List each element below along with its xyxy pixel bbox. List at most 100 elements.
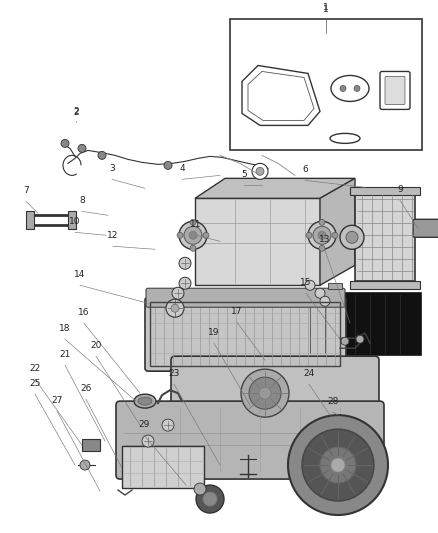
Polygon shape: [195, 179, 355, 198]
Circle shape: [305, 280, 315, 290]
Text: 18: 18: [59, 324, 71, 333]
Polygon shape: [248, 71, 314, 120]
Circle shape: [172, 287, 184, 299]
Text: 10: 10: [69, 217, 81, 227]
Text: 22: 22: [29, 364, 41, 373]
Circle shape: [98, 151, 106, 159]
Bar: [122, 446, 204, 488]
Circle shape: [61, 140, 69, 148]
Circle shape: [256, 167, 264, 175]
Circle shape: [241, 369, 289, 417]
FancyBboxPatch shape: [171, 356, 379, 429]
Circle shape: [166, 299, 184, 317]
Text: 24: 24: [304, 369, 314, 378]
Text: 5: 5: [241, 171, 247, 179]
Text: 16: 16: [78, 308, 90, 317]
Circle shape: [249, 377, 281, 409]
Circle shape: [203, 232, 209, 238]
Bar: [82, 439, 100, 451]
Circle shape: [190, 245, 196, 251]
Circle shape: [331, 458, 345, 472]
Text: 25: 25: [29, 379, 41, 388]
Circle shape: [203, 492, 217, 506]
Text: 6: 6: [302, 165, 308, 174]
Circle shape: [332, 232, 338, 238]
Bar: [68, 211, 76, 229]
Circle shape: [319, 219, 325, 225]
Polygon shape: [355, 193, 415, 281]
Bar: [303, 293, 421, 355]
Circle shape: [320, 447, 356, 483]
Text: 7: 7: [23, 187, 29, 195]
Text: 13: 13: [319, 235, 331, 244]
Text: 11: 11: [190, 220, 202, 229]
Text: 27: 27: [51, 396, 63, 405]
Circle shape: [320, 296, 330, 306]
FancyBboxPatch shape: [146, 288, 345, 307]
Circle shape: [356, 335, 364, 343]
Circle shape: [78, 144, 86, 152]
FancyBboxPatch shape: [145, 297, 346, 371]
Text: 19: 19: [208, 328, 220, 337]
FancyBboxPatch shape: [380, 71, 410, 109]
Circle shape: [252, 164, 268, 179]
Text: 2: 2: [73, 108, 79, 116]
Text: 23: 23: [168, 369, 180, 378]
Circle shape: [340, 225, 364, 249]
Circle shape: [189, 231, 197, 239]
Circle shape: [288, 415, 388, 515]
Circle shape: [313, 227, 331, 244]
Circle shape: [80, 460, 90, 470]
Circle shape: [190, 219, 196, 225]
Bar: [26, 211, 34, 229]
Text: 20: 20: [90, 341, 102, 350]
Text: 17: 17: [231, 307, 243, 316]
Bar: [150, 302, 340, 366]
Ellipse shape: [330, 133, 360, 143]
Ellipse shape: [134, 394, 156, 408]
Circle shape: [341, 337, 349, 345]
Circle shape: [315, 288, 325, 298]
Text: 26: 26: [80, 384, 92, 393]
Circle shape: [164, 161, 172, 169]
Circle shape: [162, 419, 174, 431]
Circle shape: [194, 483, 206, 495]
Text: 29: 29: [138, 420, 150, 429]
Text: 4: 4: [179, 164, 185, 173]
Circle shape: [142, 435, 154, 447]
Circle shape: [259, 387, 271, 399]
Circle shape: [306, 232, 312, 238]
Text: 1: 1: [323, 4, 329, 13]
FancyBboxPatch shape: [385, 76, 405, 104]
Circle shape: [179, 277, 191, 289]
Circle shape: [184, 227, 202, 244]
Text: 1: 1: [323, 3, 329, 12]
FancyBboxPatch shape: [116, 401, 384, 479]
Circle shape: [340, 85, 346, 92]
Text: 3: 3: [109, 164, 115, 173]
FancyBboxPatch shape: [413, 219, 438, 237]
Circle shape: [177, 232, 183, 238]
Circle shape: [179, 257, 191, 269]
Ellipse shape: [138, 397, 152, 405]
Polygon shape: [320, 179, 355, 285]
Circle shape: [302, 429, 374, 501]
Bar: [350, 187, 420, 195]
Polygon shape: [195, 198, 320, 285]
Circle shape: [308, 221, 336, 249]
Circle shape: [318, 231, 326, 239]
Text: 15: 15: [300, 278, 312, 287]
Circle shape: [171, 304, 179, 312]
Text: 14: 14: [74, 270, 86, 279]
Text: 21: 21: [59, 350, 71, 359]
Text: 12: 12: [107, 231, 119, 240]
Text: 8: 8: [79, 196, 85, 205]
Bar: [350, 281, 420, 289]
Circle shape: [319, 245, 325, 251]
Text: 2: 2: [74, 108, 79, 117]
Text: 9: 9: [397, 185, 403, 195]
Circle shape: [354, 85, 360, 92]
Bar: [230, 19, 422, 150]
Bar: [328, 283, 342, 289]
Text: 28: 28: [327, 397, 339, 406]
